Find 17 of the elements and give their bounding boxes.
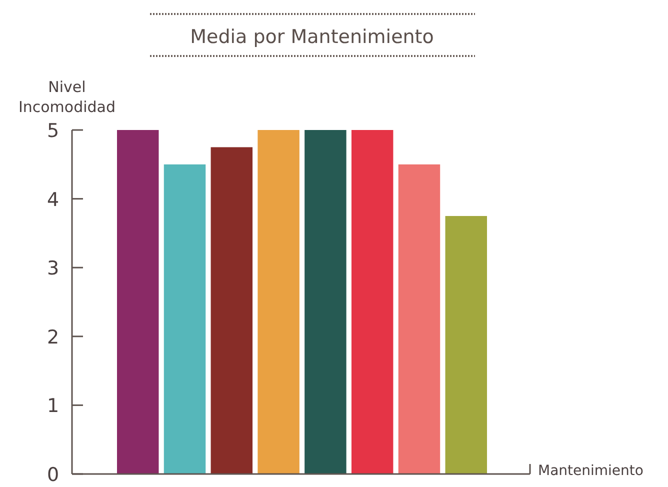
x-axis-title: Mantenimiento [538,463,644,479]
y-tick-label: 4 [46,188,60,211]
y-tick-label: 5 [46,120,60,142]
bar [351,130,394,474]
bar [210,147,253,474]
bar [445,216,487,474]
y-tick-label: 1 [46,395,60,418]
y-tick-label: 0 [46,464,60,486]
bar [398,164,440,474]
bar [258,130,300,474]
bar [164,164,206,474]
y-tick-label: 3 [46,258,60,280]
bar [304,130,346,474]
y-tick-label: 2 [46,326,60,348]
y-axis-title: Nivel Incomodidad [18,78,116,116]
chart-title: Media por Mantenimiento [190,26,434,48]
bar [117,130,159,474]
